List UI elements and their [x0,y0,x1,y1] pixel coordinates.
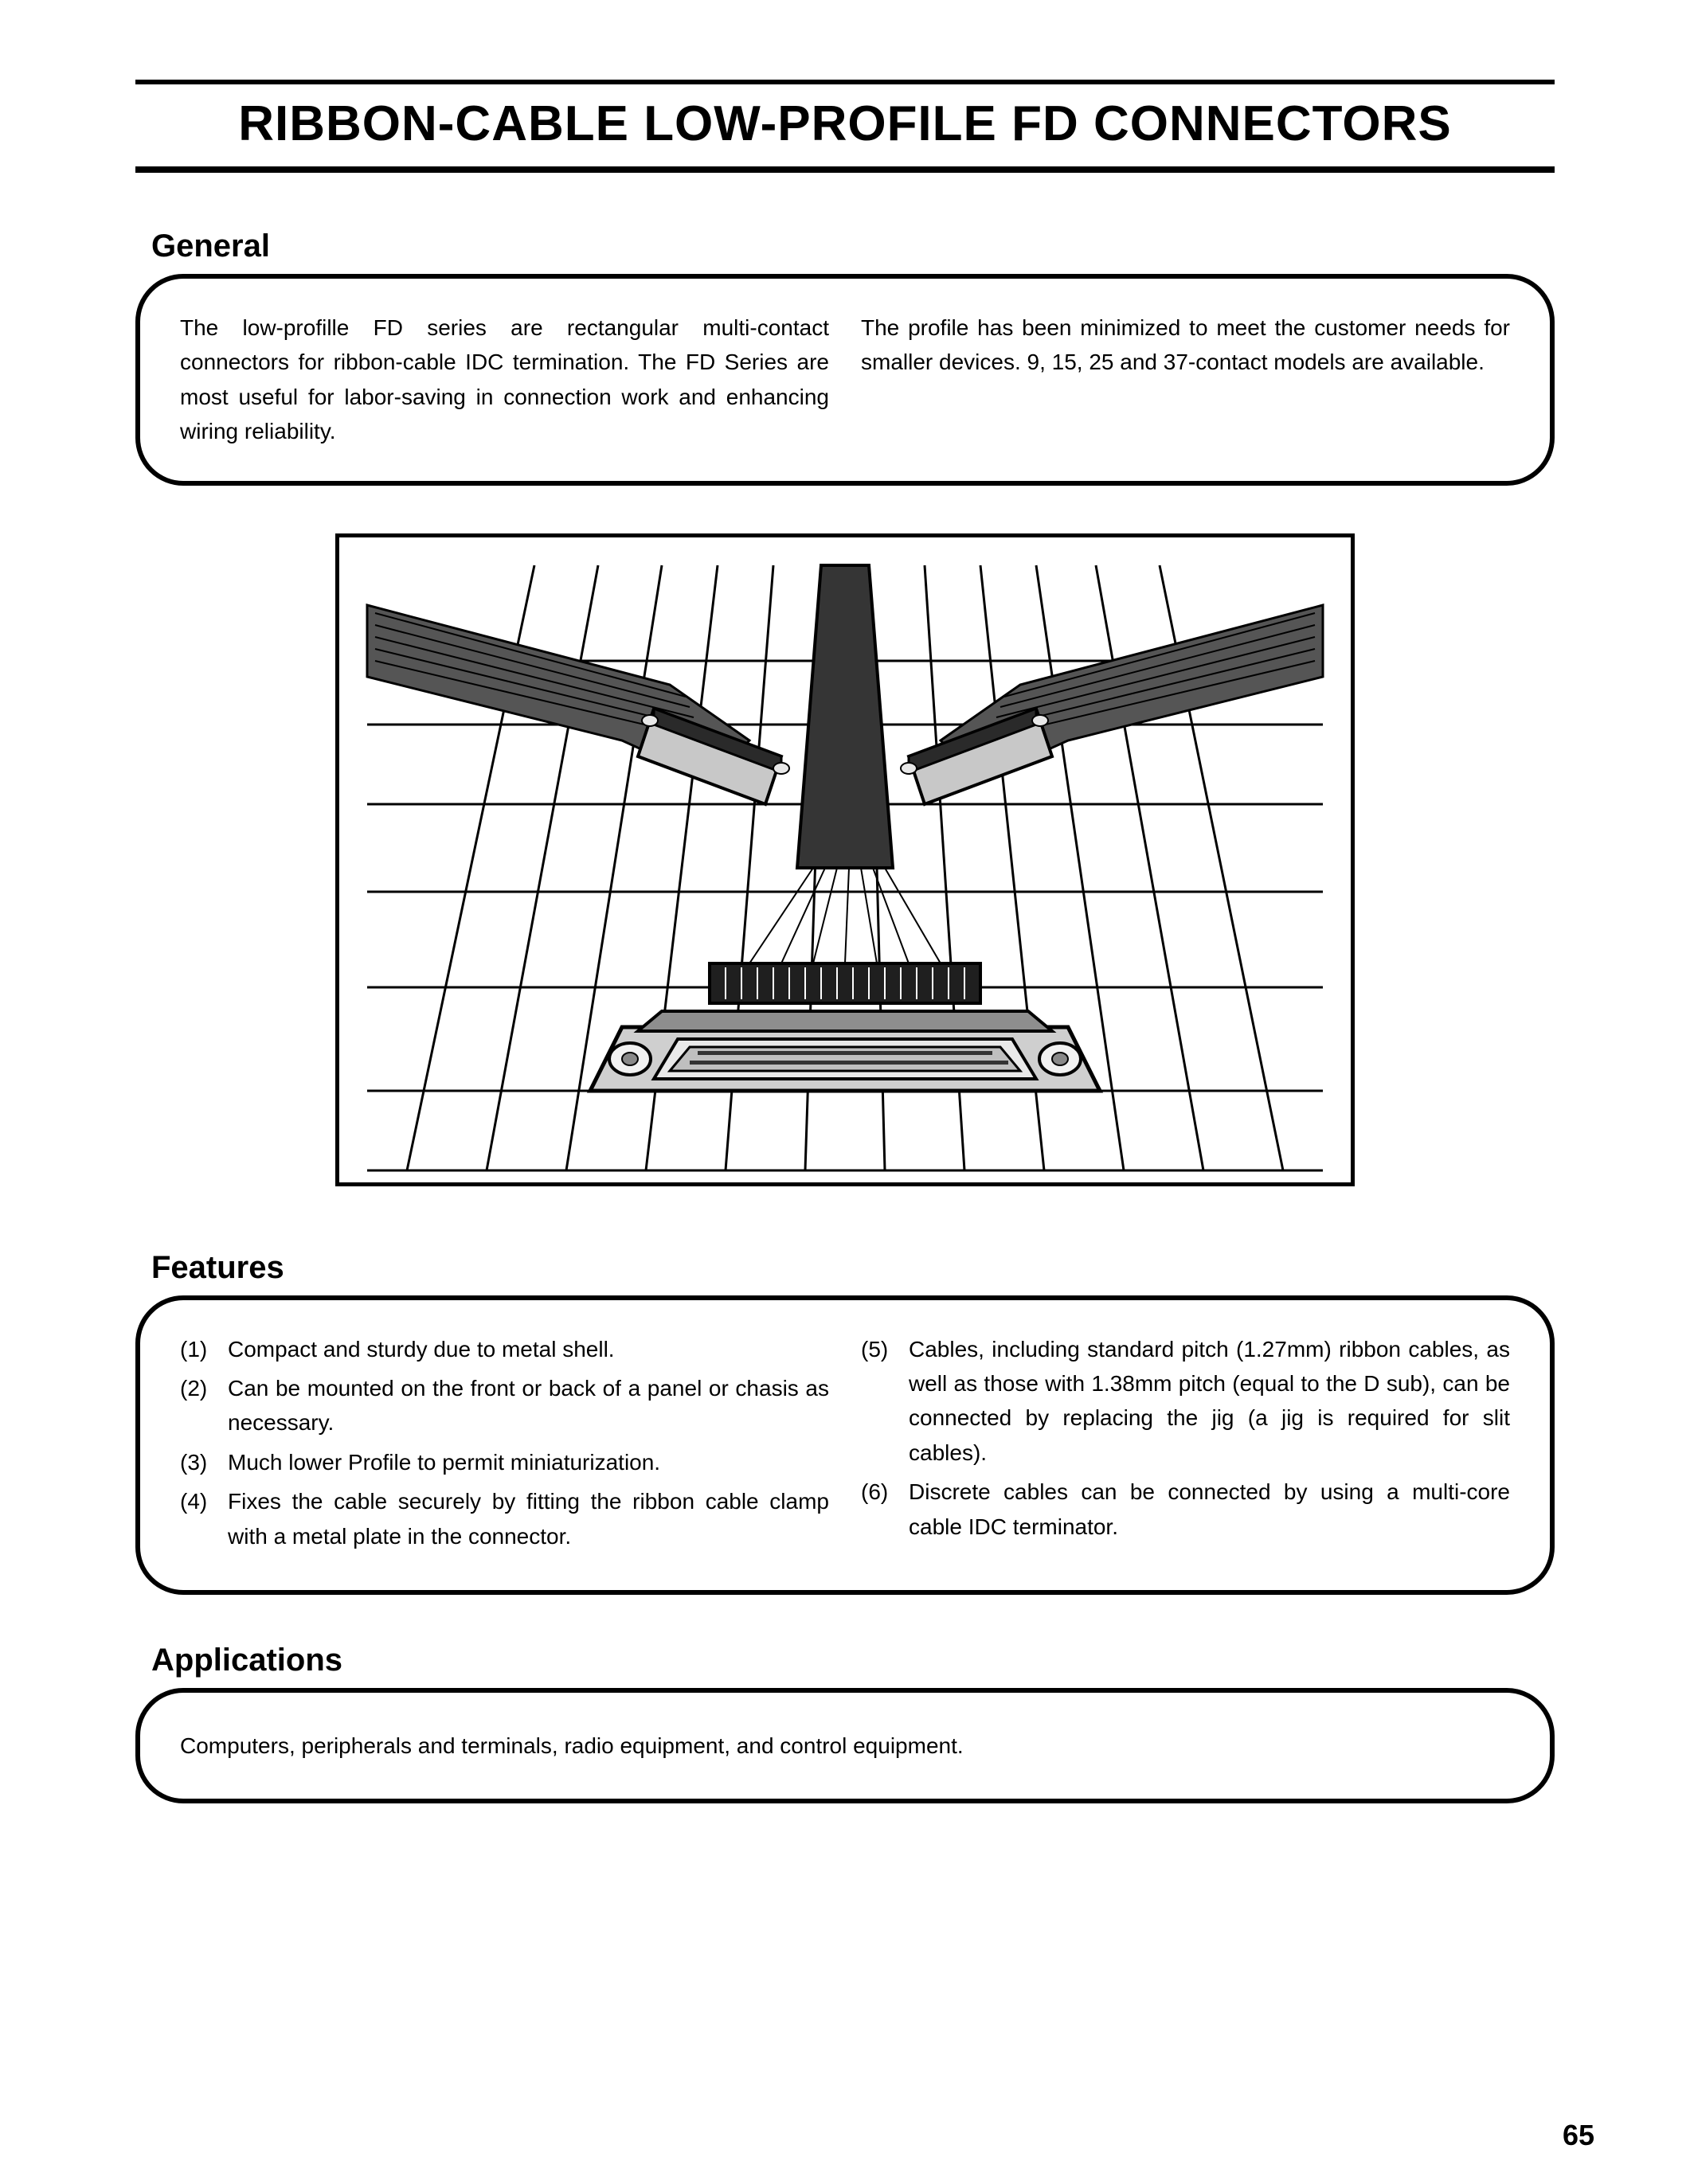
frame-applications: Computers, peripherals and terminals, ra… [135,1688,1555,1803]
feature-item: (5) Cables, including standard pitch (1.… [861,1332,1510,1471]
features-columns: (1) Compact and sturdy due to metal shel… [180,1332,1510,1558]
page: RIBBON-CABLE LOW-PROFILE FD CONNECTORS G… [0,0,1690,2184]
frame-general: The low-profille FD series are rectangul… [135,274,1555,486]
general-columns: The low-profille FD series are rectangul… [180,311,1510,449]
heading-features: Features [151,1250,1555,1286]
feature-text: Much lower Profile to permit miniaturiza… [228,1450,660,1475]
features-col-2: (5) Cables, including standard pitch (1.… [861,1332,1510,1558]
feature-number: (3) [180,1445,207,1479]
feature-number: (4) [180,1484,207,1518]
general-col-2: The profile has been minimized to meet t… [861,311,1510,449]
feature-text: Discrete cables can be connected by usin… [909,1479,1510,1538]
feature-number: (6) [861,1475,888,1509]
figure-svg [335,533,1355,1186]
feature-text: Cables, including standard pitch (1.27mm… [909,1337,1510,1465]
general-col-1: The low-profille FD series are rectangul… [180,311,829,449]
applications-text: Computers, peripherals and terminals, ra… [180,1729,1510,1763]
frame-features: (1) Compact and sturdy due to metal shel… [135,1295,1555,1595]
feature-item: (2) Can be mounted on the front or back … [180,1371,829,1440]
feature-number: (1) [180,1332,207,1366]
features-col-1: (1) Compact and sturdy due to metal shel… [180,1332,829,1558]
feature-text: Can be mounted on the front or back of a… [228,1376,829,1435]
title-block: RIBBON-CABLE LOW-PROFILE FD CONNECTORS [135,80,1555,173]
feature-text: Fixes the cable securely by fitting the … [228,1489,829,1548]
heading-general: General [151,229,1555,264]
dsub-connector-icon [590,1011,1100,1091]
feature-item: (3) Much lower Profile to permit miniatu… [180,1445,829,1479]
feature-number: (5) [861,1332,888,1366]
feature-item: (1) Compact and sturdy due to metal shel… [180,1332,829,1366]
page-title: RIBBON-CABLE LOW-PROFILE FD CONNECTORS [135,96,1555,152]
feature-text: Compact and sturdy due to metal shell. [228,1337,615,1362]
product-figure [335,533,1355,1186]
feature-item: (4) Fixes the cable securely by fitting … [180,1484,829,1553]
feature-number: (2) [180,1371,207,1405]
feature-item: (6) Discrete cables can be connected by … [861,1475,1510,1544]
page-number: 65 [1563,2119,1594,2152]
heading-applications: Applications [151,1643,1555,1678]
